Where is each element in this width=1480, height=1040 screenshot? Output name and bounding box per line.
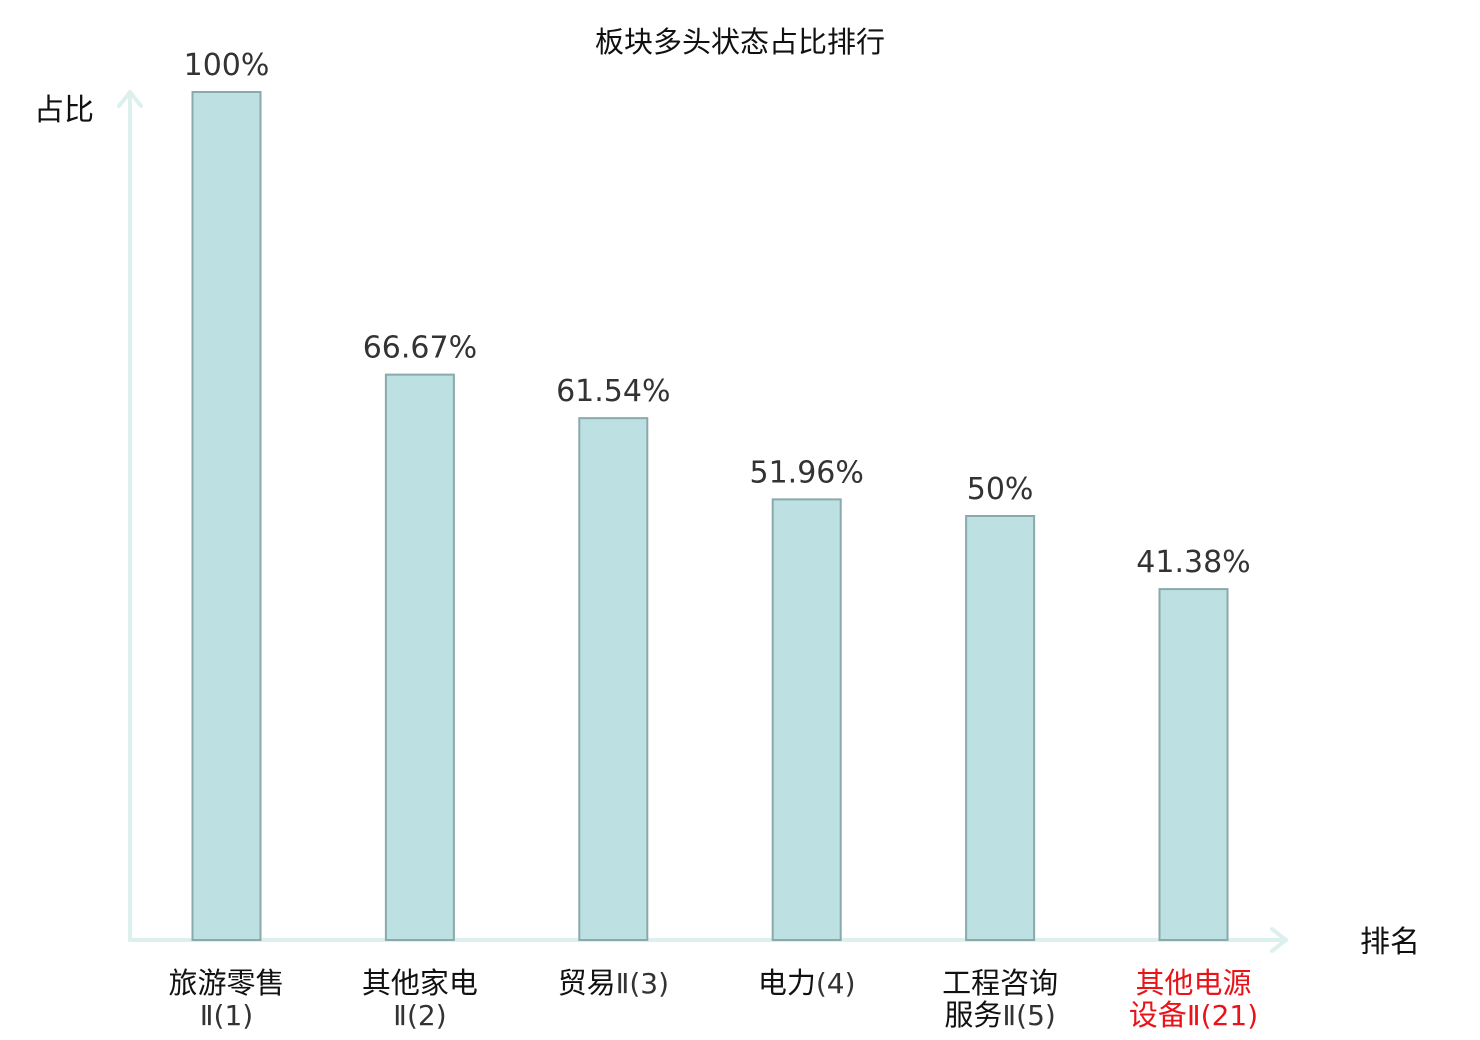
- category-rank-4: 电力(4): [758, 966, 856, 1000]
- value-label-5: 50%: [967, 472, 1034, 507]
- category-name-5: 工程咨询: [942, 966, 1058, 1000]
- category-rank-3: 贸易Ⅱ(3): [558, 966, 669, 1000]
- category-rank-5: 服务Ⅱ(5): [944, 998, 1055, 1032]
- category-name-2: 其他家电: [362, 966, 478, 1000]
- category-rank-prefix-4: 电力: [758, 966, 816, 1000]
- bar-5: [965, 515, 1036, 941]
- bar-3: [578, 417, 649, 941]
- category-rank-number-6: Ⅱ(21): [1187, 999, 1258, 1032]
- category-name-1: 旅游零售: [168, 966, 284, 1000]
- category-rank-prefix-6: 设备: [1129, 998, 1187, 1032]
- category-name-6: 其他电源: [1135, 966, 1251, 1000]
- y-axis-arrow: [117, 90, 143, 108]
- category-rank-number-5: Ⅱ(5): [1002, 999, 1055, 1032]
- value-labels-group: 100% 66.67% 61.54% 51.96% 50% 41.38%: [184, 48, 1251, 580]
- bars-group: [191, 91, 1229, 941]
- category-rank-prefix-5: 服务: [944, 998, 1002, 1032]
- category-rank-6: 设备Ⅱ(21): [1129, 998, 1258, 1032]
- value-label-4: 51.96%: [750, 455, 864, 490]
- value-label-1: 100%: [184, 48, 270, 83]
- chart-title: 板块多头状态占比排行: [595, 25, 885, 59]
- y-axis-label: 占比: [34, 93, 94, 128]
- category-rank-1: Ⅱ(1): [200, 999, 253, 1032]
- value-label-2: 66.67%: [363, 331, 477, 366]
- x-axis-label: 排名: [1360, 925, 1420, 960]
- value-label-6: 41.38%: [1136, 545, 1250, 580]
- value-label-3: 61.54%: [556, 374, 670, 409]
- x-axis-arrow: [1270, 927, 1288, 953]
- category-rank-number-3: Ⅱ(3): [616, 967, 669, 1000]
- category-rank-number-2: Ⅱ(2): [393, 999, 446, 1032]
- category-rank-prefix-3: 贸易: [558, 966, 616, 1000]
- category-rank-2: Ⅱ(2): [393, 999, 446, 1032]
- bar-1: [191, 91, 262, 941]
- category-rank-number-4: (4): [816, 967, 856, 1000]
- category-rank-number-1: Ⅱ(1): [200, 999, 253, 1032]
- bar-6: [1158, 588, 1229, 941]
- bar-4: [771, 498, 842, 941]
- bar-2: [384, 373, 455, 941]
